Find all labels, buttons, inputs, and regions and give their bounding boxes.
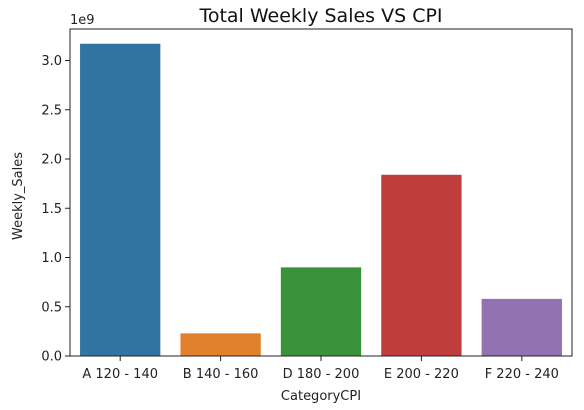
x-tick-label: E 200 - 220 xyxy=(384,367,459,382)
x-tick-label: F 220 - 240 xyxy=(485,367,559,382)
y-tick-label: 0.5 xyxy=(41,300,62,315)
y-offset-label: 1e9 xyxy=(70,13,95,28)
chart-title: Total Weekly Sales VS CPI xyxy=(198,5,442,27)
bars xyxy=(80,43,562,356)
y-tick-label: 1.5 xyxy=(41,202,62,217)
y-tick-label: 3.0 xyxy=(41,54,62,69)
bar xyxy=(481,298,562,356)
x-tick-label: D 180 - 200 xyxy=(283,367,360,382)
x-tick-label: B 140 - 160 xyxy=(183,367,259,382)
x-axis-label: CategoryCPI xyxy=(281,389,361,404)
y-axis-label: Weekly_Sales xyxy=(11,152,26,240)
x-tick-label: A 120 - 140 xyxy=(82,367,158,382)
y-tick-label: 1.0 xyxy=(41,251,62,266)
bar xyxy=(180,333,261,356)
y-axis-ticks: 0.0 0.5 1.0 1.5 2.0 2.5 3.0 xyxy=(41,54,70,365)
y-tick-label: 0.0 xyxy=(41,350,62,365)
y-tick-label: 2.5 xyxy=(41,103,62,118)
y-tick-label: 2.0 xyxy=(41,153,62,168)
bar xyxy=(381,174,462,356)
bar xyxy=(280,267,362,356)
bar xyxy=(80,43,161,356)
x-axis-ticks: A 120 - 140 B 140 - 160 D 180 - 200 E 200 -… xyxy=(82,356,559,382)
plot-frame xyxy=(69,28,573,357)
